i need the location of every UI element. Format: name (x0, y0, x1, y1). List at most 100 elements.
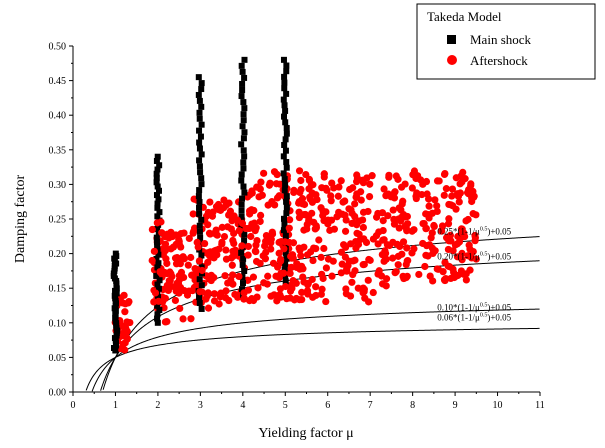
aftershock-point (309, 276, 316, 283)
aftershock-point (119, 299, 126, 306)
aftershock-point (357, 188, 364, 195)
aftershock-point (235, 273, 242, 280)
aftershock-point (245, 251, 252, 258)
main-shock-point (198, 86, 204, 92)
aftershock-point (318, 254, 325, 261)
aftershock-point (392, 269, 399, 276)
aftershock-point (383, 256, 390, 263)
aftershock-point (452, 206, 459, 213)
aftershock-point (271, 201, 278, 208)
aftershock-point (187, 315, 194, 322)
aftershock-point (150, 298, 157, 305)
aftershock-point (176, 238, 183, 245)
aftershock-point (295, 200, 302, 207)
aftershock-point (264, 273, 271, 280)
aftershock-point (472, 211, 479, 218)
main-shock-point (281, 74, 287, 80)
main-shock-point (281, 114, 287, 120)
aftershock-point (265, 202, 272, 209)
aftershock-point (229, 248, 236, 255)
x-tick-label: 1 (113, 400, 118, 411)
aftershock-point (333, 213, 340, 220)
main-shock-point (196, 128, 202, 134)
aftershock-point (399, 273, 406, 280)
x-tick-label: 2 (155, 400, 160, 411)
aftershock-point (363, 239, 370, 246)
aftershock-point (222, 287, 229, 294)
aftershock-point (445, 201, 452, 208)
main-shock-point (240, 165, 246, 171)
main-shock-point (241, 190, 247, 196)
main-shock-point (196, 92, 202, 98)
main-shock-point (199, 181, 205, 187)
main-shock-point (198, 134, 204, 140)
aftershock-point (254, 284, 261, 291)
main-shock-point (197, 163, 203, 169)
aftershock-point (287, 270, 294, 277)
aftershock-point (335, 193, 342, 200)
main-shock-point (284, 193, 290, 199)
main-shock-point (284, 204, 290, 210)
aftershock-point (189, 287, 196, 294)
aftershock-point (276, 274, 283, 281)
y-tick-label: 0.25 (49, 215, 67, 226)
aftershock-point (271, 291, 278, 298)
main-shock-point (284, 131, 290, 137)
aftershock-point (351, 257, 358, 264)
aftershock-point (429, 210, 436, 217)
aftershock-point (422, 210, 429, 217)
main-shock-point (283, 148, 289, 154)
y-tick-label: 0.30 (49, 180, 67, 191)
main-shock-point (240, 262, 246, 268)
aftershock-point (426, 203, 433, 210)
legend-marker-aftershock (447, 55, 457, 65)
aftershock-point (240, 289, 247, 296)
aftershock-point (429, 245, 436, 252)
aftershock-point (418, 191, 425, 198)
aftershock-point (242, 225, 249, 232)
main-shock-point (197, 223, 203, 229)
aftershock-point (288, 285, 295, 292)
aftershock-point (380, 217, 387, 224)
aftershock-point (156, 268, 163, 275)
aftershock-point (281, 238, 288, 245)
aftershock-point (276, 250, 283, 257)
aftershock-point (246, 191, 253, 198)
aftershock-point (296, 167, 303, 174)
aftershock-point (397, 217, 404, 224)
main-shock-point (239, 81, 245, 87)
aftershock-point (370, 289, 377, 296)
aftershock-point (262, 255, 269, 262)
aftershock-point (216, 300, 223, 307)
aftershock-point (379, 237, 386, 244)
aftershock-point (364, 208, 371, 215)
aftershock-point (389, 239, 396, 246)
main-shock-point (199, 306, 205, 312)
aftershock-point (187, 254, 194, 261)
aftershock-point (350, 219, 357, 226)
aftershock-point (227, 208, 234, 215)
aftershock-point (306, 176, 313, 183)
aftershock-point (341, 197, 348, 204)
curve-label: 0.06*(1-1/μ0.5)+0.05 (437, 312, 511, 322)
aftershock-point (123, 318, 130, 325)
main-shock-point (283, 91, 289, 97)
main-shock-point (197, 116, 203, 122)
y-tick-label: 0.20 (49, 249, 67, 260)
aftershock-point (185, 262, 192, 269)
aftershock-point (429, 277, 436, 284)
aftershock-point (335, 183, 342, 190)
legend-marker-main-shock (447, 35, 456, 44)
aftershock-point (395, 253, 402, 260)
main-shock-point (197, 169, 203, 175)
aftershock-point (431, 196, 438, 203)
aftershock-point (211, 290, 218, 297)
aftershock-point (380, 185, 387, 192)
aftershock-point (291, 296, 298, 303)
aftershock-point (297, 186, 304, 193)
aftershock-point (202, 295, 209, 302)
aftershock-point (363, 174, 370, 181)
main-shock-point (284, 165, 290, 171)
main-shock-point (199, 151, 205, 157)
aftershock-point (176, 305, 183, 312)
